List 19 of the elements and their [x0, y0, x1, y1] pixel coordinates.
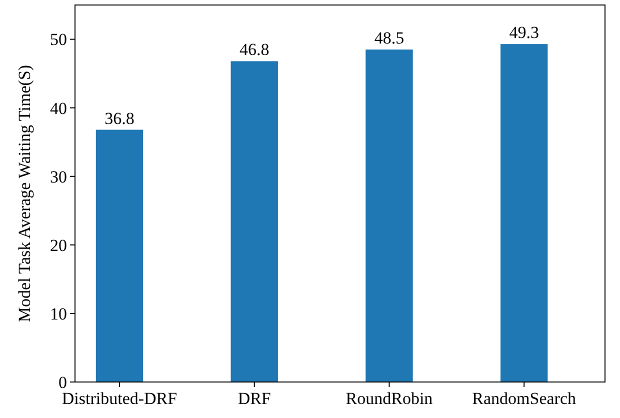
y-tick-label: 40 [50, 98, 67, 118]
data-label: 36.8 [104, 108, 134, 128]
bar [96, 130, 144, 382]
data-label: 48.5 [374, 28, 404, 48]
x-tick-label: DRF [238, 389, 271, 408]
y-tick-label: 50 [50, 30, 67, 50]
y-tick-label: 0 [58, 372, 67, 392]
y-tick-label: 20 [50, 236, 67, 255]
bar [366, 50, 413, 382]
data-label: 49.3 [509, 23, 539, 42]
x-tick-label: RandomSearch [472, 389, 577, 408]
y-axis-title: Model Task Average Waiting Time(S) [15, 64, 34, 322]
bar [230, 61, 278, 382]
x-tick-label: Distributed-DRF [62, 389, 178, 408]
bar [500, 44, 548, 382]
x-tick-label: RoundRobin [346, 389, 434, 408]
y-tick-label: 30 [50, 167, 67, 186]
data-label: 46.8 [239, 40, 270, 60]
y-tick-label: 10 [50, 304, 67, 324]
